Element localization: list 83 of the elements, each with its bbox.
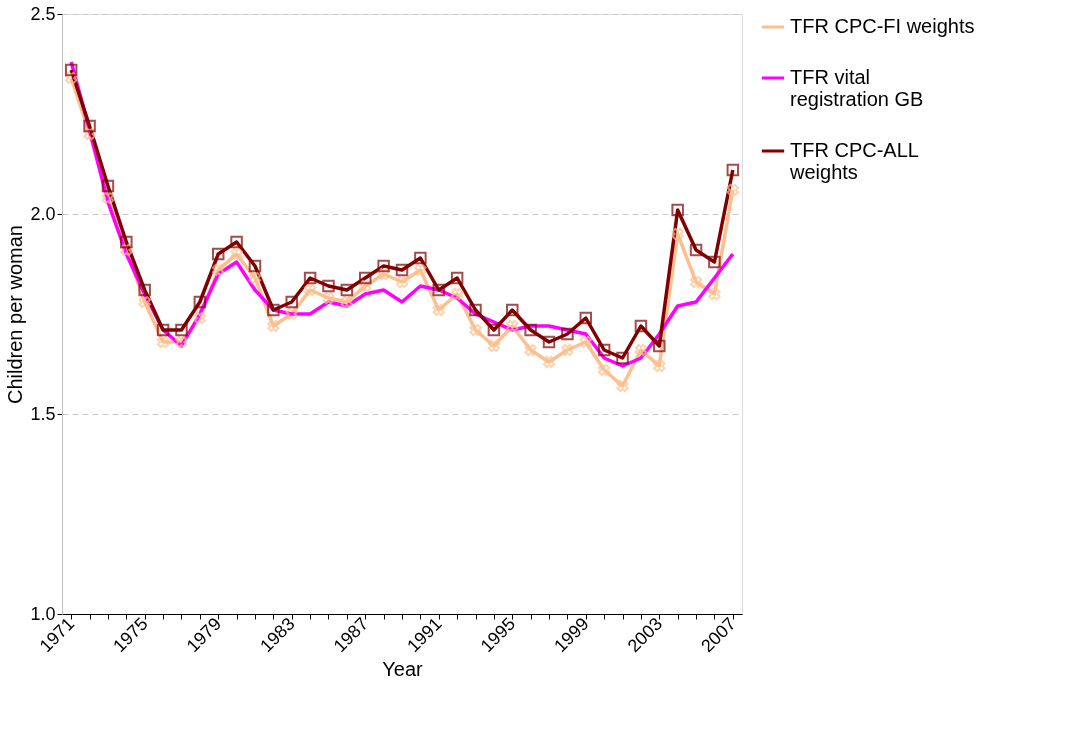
- point: [340, 295, 354, 309]
- point: [414, 263, 427, 277]
- point: [450, 287, 464, 301]
- point: [211, 247, 225, 261]
- legend-label: TFR CPC-FI weights: [790, 15, 975, 37]
- point: [101, 179, 115, 193]
- point: [359, 279, 372, 293]
- y-axis-title: Children per woman: [4, 225, 27, 404]
- point: [524, 343, 537, 357]
- point: [322, 279, 335, 293]
- point: [432, 283, 445, 297]
- point: [285, 295, 298, 309]
- point: [248, 259, 262, 273]
- point: [377, 259, 390, 273]
- point: [303, 283, 317, 297]
- point: [395, 275, 409, 289]
- point: [248, 271, 262, 285]
- point: [726, 183, 739, 197]
- point: [524, 323, 537, 337]
- point: [230, 247, 243, 261]
- point: [579, 311, 593, 325]
- point: [65, 71, 78, 85]
- point: [506, 303, 519, 317]
- point: [432, 303, 445, 317]
- point: [64, 63, 78, 77]
- point: [156, 335, 170, 349]
- point: [303, 271, 317, 285]
- point: [542, 355, 556, 369]
- point: [634, 343, 648, 357]
- y-tick-label: 2.0: [30, 203, 56, 224]
- y-tick-label: 1.5: [30, 403, 56, 424]
- point: [469, 323, 482, 337]
- point: [561, 343, 574, 357]
- point: [193, 311, 207, 325]
- point: [542, 335, 556, 349]
- point: [616, 351, 629, 365]
- point: [138, 295, 151, 309]
- point: [414, 251, 427, 265]
- point: [616, 379, 629, 393]
- point: [487, 339, 501, 353]
- point: [561, 327, 574, 341]
- point: [653, 339, 666, 353]
- legend-label: TFR CPC-ALL weights: [789, 139, 919, 183]
- point: [156, 323, 170, 337]
- point: [597, 343, 611, 357]
- point: [138, 283, 151, 297]
- point: [83, 127, 96, 141]
- point: [377, 267, 390, 281]
- point: [340, 283, 354, 297]
- point: [597, 363, 611, 377]
- point: [267, 303, 280, 317]
- point: [634, 319, 648, 333]
- point: [175, 323, 188, 337]
- point: [120, 243, 133, 257]
- point: [175, 335, 188, 349]
- point: [671, 227, 684, 241]
- point: [359, 271, 372, 285]
- point: [395, 263, 409, 277]
- legend-label: TFR vital registration GB: [790, 66, 924, 110]
- point: [579, 335, 592, 349]
- y-tick-label: 1.0: [30, 603, 56, 624]
- point: [212, 263, 225, 277]
- point: [506, 319, 519, 333]
- point: [120, 235, 133, 249]
- point: [230, 235, 243, 249]
- point: [267, 319, 280, 333]
- point: [193, 295, 207, 309]
- point: [487, 323, 501, 337]
- y-tick-label: 2.5: [30, 3, 56, 24]
- point: [726, 163, 740, 177]
- point: [653, 359, 666, 373]
- x-axis-title: Year: [382, 658, 424, 681]
- point: [450, 271, 464, 285]
- point: [708, 255, 721, 269]
- point: [708, 287, 721, 301]
- point: [322, 291, 335, 305]
- point: [689, 243, 703, 257]
- point: [469, 303, 482, 317]
- point: [689, 275, 703, 289]
- point: [83, 119, 96, 133]
- point: [671, 203, 684, 217]
- point: [101, 191, 115, 205]
- point: [285, 307, 298, 321]
